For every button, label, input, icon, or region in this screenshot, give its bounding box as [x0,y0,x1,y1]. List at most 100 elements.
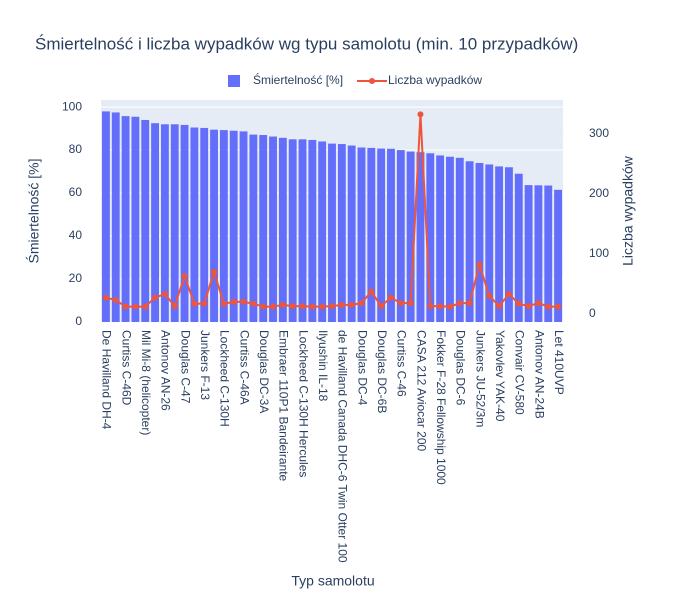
line-marker [112,297,119,304]
bar [141,119,150,322]
bar [455,157,464,322]
line-marker [270,303,277,310]
x-tick-label: Douglas DC-6B [375,330,389,413]
bar [505,167,513,322]
x-tick-label: de Havilland Canada DHC-6 Twin Otter 100 [336,330,350,563]
bar [416,152,425,322]
line-marker [407,300,414,307]
x-tick-label: Yakovlev YAK-40 [493,330,507,422]
bar [210,129,218,322]
line-marker [230,298,237,305]
bar [131,116,140,323]
x-tick-label: Fokker F-28 Fellowship 1000 [434,330,448,485]
bar [347,145,356,322]
bar [288,139,297,322]
x-tick-label: Convair CV-580 [513,330,527,415]
bar [554,189,563,322]
line-marker [535,300,542,307]
x-tick-label: CASA 212 Aviocar 200 [414,330,428,452]
line-marker [102,294,109,301]
bar [367,147,376,322]
legend-swatch [228,75,240,87]
line-marker [476,261,483,268]
bar [318,141,327,322]
bar [219,130,228,322]
line-marker [348,301,355,308]
bar [278,137,287,322]
bar [101,111,110,322]
line-marker [515,300,522,307]
x-tick-label: Douglas DC-6 [454,330,468,406]
line-marker [358,300,365,307]
y-tick-label: 20 [69,271,83,285]
x-tick-label: Ilyushin IL-18 [316,330,330,402]
x-tick-label: Curtiss C-46 [395,330,409,397]
line-marker [289,303,296,310]
bar [308,139,317,322]
x-tick-label: Antonov AN-24B [532,330,546,419]
chart-title: Śmiertelność i liczba wypadków wg typu s… [35,34,578,53]
bar [544,185,553,322]
bar [534,185,543,322]
line-marker [387,294,394,301]
bar [524,185,533,322]
bar [495,166,504,322]
line-marker [152,294,159,301]
line-marker [181,273,188,280]
line-marker [338,301,345,308]
x-tick-label: Douglas DC-4 [355,330,369,406]
bar [200,127,209,322]
line-marker [250,300,257,307]
x-tick-label: Douglas DC-3A [257,330,271,413]
line-marker [397,300,404,307]
line-marker [299,303,306,310]
y2-tick-label: 100 [589,246,609,260]
line-marker [555,303,562,310]
line-marker [142,303,149,310]
y-axis-title: Śmiertelność [%] [25,158,42,263]
line-marker [201,300,208,307]
bar [396,150,405,322]
line-marker [368,288,375,295]
bar [436,155,445,322]
line-marker [437,303,444,310]
bar [269,136,277,322]
line-marker [161,291,168,298]
line-marker [122,303,129,310]
bar [249,134,258,322]
legend-label: Śmiertelność [%] [253,72,343,87]
x-tick-label: Let 410UVP [552,330,566,395]
bar [357,147,366,322]
line-marker [466,300,473,307]
bar [485,164,494,322]
bar [337,144,346,322]
bar [239,131,248,322]
line-marker [279,301,286,308]
line-marker [319,303,326,310]
bar [229,130,238,322]
line-marker [220,300,227,307]
x-tick-label: Curtiss C-46D [119,330,133,406]
bar [387,148,395,322]
bar [475,162,484,322]
bar [151,123,159,322]
y-tick-label: 40 [69,228,83,242]
bar [190,127,199,322]
x-tick-label: Lockheed C-130H Hercules [296,330,310,477]
bar [180,124,189,323]
x-tick-label: Douglas C-47 [178,330,192,404]
legend-swatch-marker [369,78,375,84]
x-tick-label: Lockheed C-130H [218,330,232,427]
y2-tick-label: 200 [589,186,609,200]
line-marker [446,303,453,310]
line-marker [505,291,512,298]
marks [101,111,563,323]
y2-tick-label: 300 [589,126,609,140]
bar [259,135,268,322]
line-marker [132,303,139,310]
line-marker [496,303,503,310]
x-tick-label: Embraer 110P1 Bandeirante [277,330,291,482]
line-marker [378,303,385,310]
bar [160,124,169,322]
x-tick-label: Junkers F-13 [198,330,212,400]
